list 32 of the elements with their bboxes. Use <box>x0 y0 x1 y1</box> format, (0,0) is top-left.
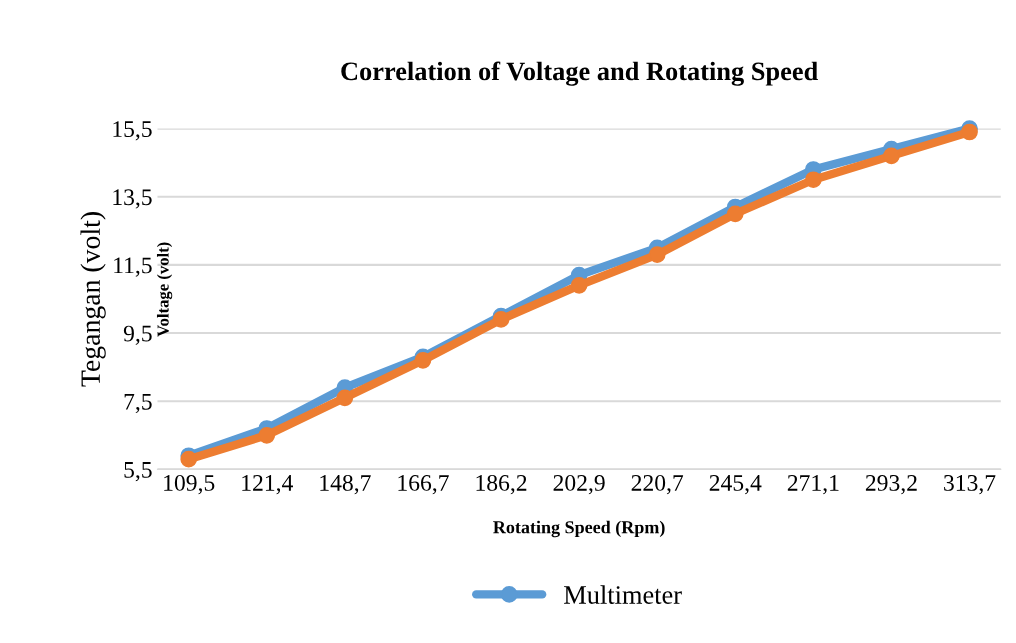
x-tick-label: 121,4 <box>242 475 293 495</box>
point <box>961 123 978 141</box>
x-tick-label: 245,4 <box>709 475 762 495</box>
x-tick-label: 271,1 <box>787 475 839 495</box>
x-tick-label: 293,2 <box>865 475 917 495</box>
legend-label: Multimeter <box>564 585 682 604</box>
y-tick-label: 5,5 <box>124 462 152 482</box>
point <box>570 277 588 294</box>
x-tick-label: 166,7 <box>398 475 449 495</box>
x-tick-label: 313,7 <box>944 475 996 495</box>
point <box>648 246 666 264</box>
chart-title: Correlation of Voltage and Rotating Speed <box>341 61 818 86</box>
point <box>883 147 900 165</box>
y-tick-label: 9,5 <box>123 325 152 345</box>
x-axis-title: Rotating Speed (Rpm) <box>493 520 665 538</box>
annotation: Voltage (volt) <box>156 242 173 337</box>
y-tick-label: 15,5 <box>113 121 152 141</box>
y-axis-title: Tegangan (volt) <box>80 212 106 387</box>
y-tick-label: 7,5 <box>124 393 152 414</box>
y-tick-label: 13,5 <box>113 189 152 209</box>
point <box>336 389 354 407</box>
x-tick-label: 186,2 <box>476 474 527 495</box>
point <box>492 311 510 328</box>
point <box>805 171 822 189</box>
x-tick-label: 148,7 <box>320 474 371 495</box>
x-tick-label: 220,7 <box>631 474 684 495</box>
point <box>258 426 276 444</box>
x-tick-label: 109,5 <box>164 474 215 495</box>
point <box>414 352 432 369</box>
point <box>726 205 744 223</box>
y-tick-label: 11,5 <box>114 257 152 277</box>
x-tick-label: 202,9 <box>553 474 605 495</box>
